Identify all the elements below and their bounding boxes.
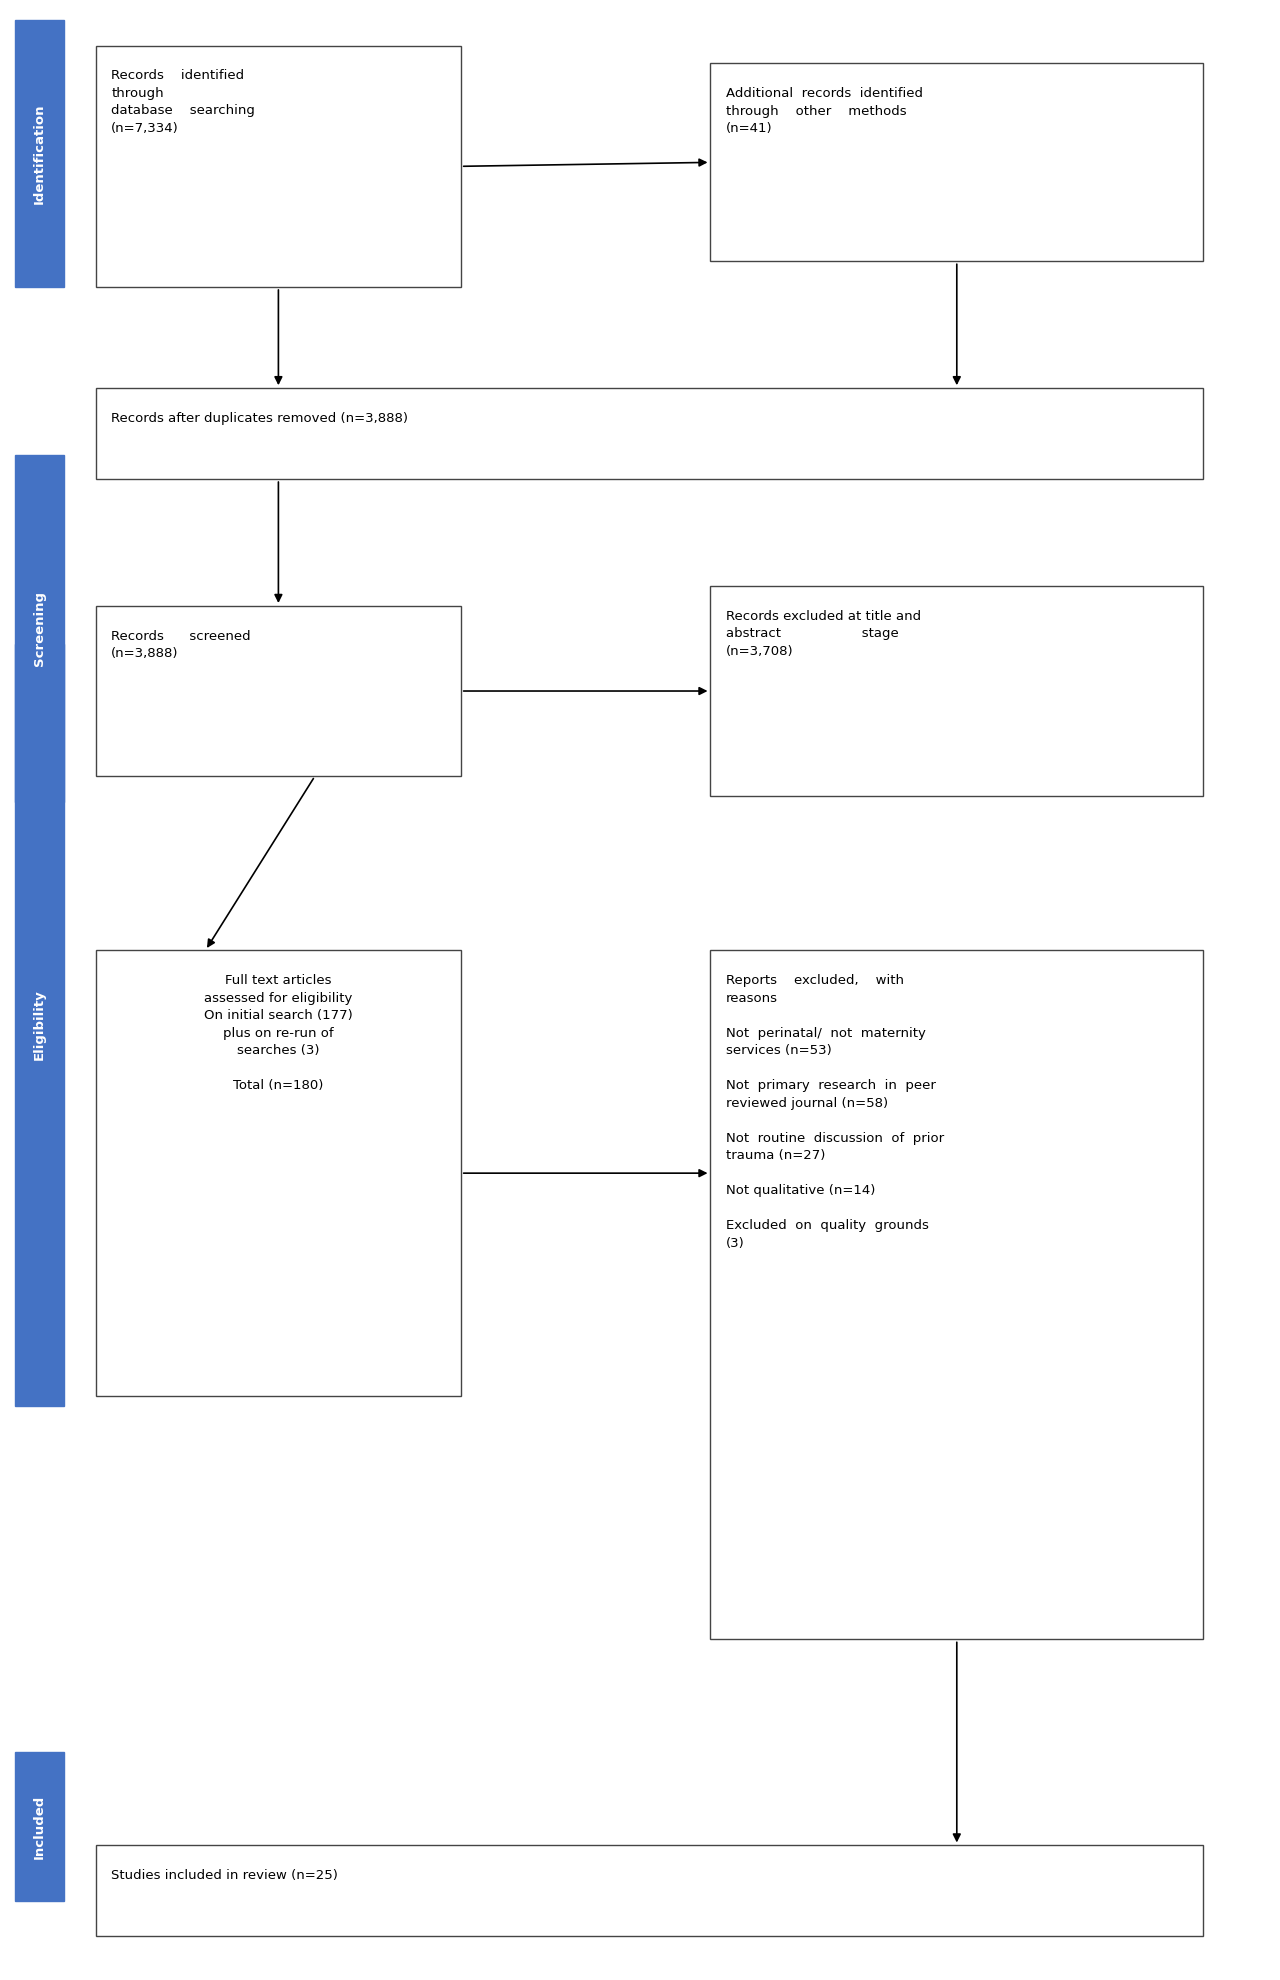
Bar: [96, 606, 461, 776]
Text: Screening: Screening: [33, 592, 46, 665]
Bar: [96, 1845, 1203, 1936]
Text: Studies included in review (n=25): Studies included in review (n=25): [111, 1869, 338, 1883]
Text: Records    identified
through
database    searching
(n=7,334): Records identified through database sear…: [111, 69, 255, 135]
Text: Identification: Identification: [33, 103, 46, 204]
Text: Additional  records  identified
through    other    methods
(n=41): Additional records identified through ot…: [726, 87, 923, 135]
Bar: [96, 950, 461, 1396]
Bar: [15, 20, 64, 287]
Text: Records excluded at title and
abstract                   stage
(n=3,708): Records excluded at title and abstract s…: [726, 610, 920, 657]
Bar: [96, 388, 1203, 479]
Bar: [15, 1752, 64, 1901]
Bar: [710, 586, 1203, 796]
Text: Eligibility: Eligibility: [33, 990, 46, 1059]
Bar: [710, 63, 1203, 261]
Bar: [15, 644, 64, 1406]
Text: Records after duplicates removed (n=3,888): Records after duplicates removed (n=3,88…: [111, 412, 408, 426]
Text: Reports    excluded,    with
reasons

Not  perinatal/  not  maternity
services (: Reports excluded, with reasons Not perin…: [726, 974, 943, 1249]
Bar: [710, 950, 1203, 1639]
Text: Records      screened
(n=3,888): Records screened (n=3,888): [111, 630, 251, 659]
Bar: [15, 455, 64, 802]
Text: Included: Included: [33, 1794, 46, 1859]
Text: Full text articles
assessed for eligibility
On initial search (177)
plus on re-r: Full text articles assessed for eligibil…: [204, 974, 353, 1093]
Bar: [96, 46, 461, 287]
